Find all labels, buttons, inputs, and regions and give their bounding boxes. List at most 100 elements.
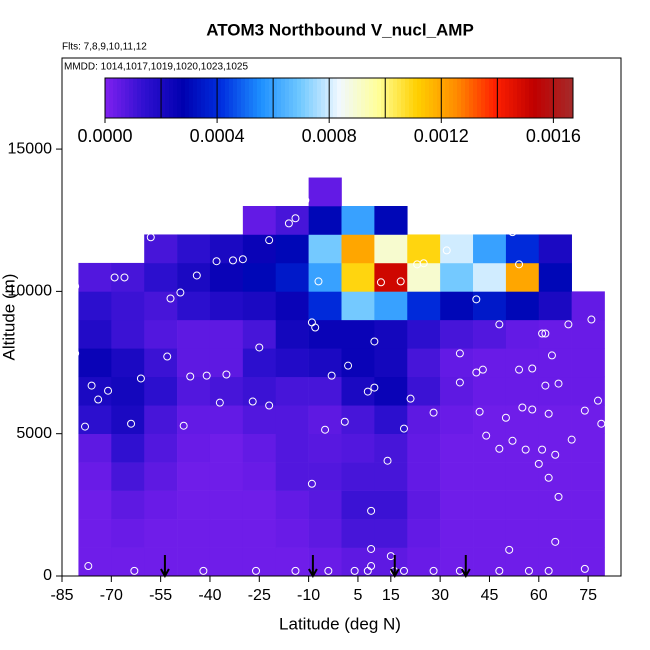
data-point bbox=[248, 397, 257, 406]
heat-cell bbox=[505, 376, 540, 406]
data-point bbox=[252, 566, 261, 575]
y-axis-label: Altitude (m) bbox=[0, 274, 18, 361]
colorbar-band bbox=[405, 78, 410, 118]
data-point bbox=[544, 409, 553, 418]
heat-cell bbox=[275, 291, 309, 321]
colorbar-band bbox=[205, 78, 210, 118]
colorbar-band bbox=[445, 78, 450, 118]
data-point bbox=[324, 566, 333, 575]
colorbar-band bbox=[173, 78, 178, 118]
data-point bbox=[475, 407, 484, 416]
colorbar-band bbox=[449, 78, 454, 118]
heat-cell bbox=[209, 519, 244, 548]
data-point bbox=[564, 320, 573, 329]
heat-cell bbox=[538, 547, 572, 577]
heat-cell bbox=[78, 462, 112, 491]
colorbar-band bbox=[141, 78, 146, 118]
data-point bbox=[508, 436, 517, 445]
heat-cell bbox=[242, 348, 277, 378]
x-tick-label: 75 bbox=[579, 587, 597, 604]
data-point bbox=[406, 394, 415, 403]
colorbar: 0.0000 0.0004 0.0008 0.0012 0.0016 bbox=[77, 77, 581, 146]
heat-cell bbox=[242, 519, 277, 548]
heat-cell bbox=[242, 462, 277, 491]
colorbar-band bbox=[501, 78, 506, 118]
heat-cell bbox=[505, 462, 540, 491]
heat-cell bbox=[144, 262, 178, 292]
colorbar-band bbox=[341, 78, 346, 118]
colorbar-band bbox=[177, 78, 182, 118]
heat-cell bbox=[407, 519, 441, 548]
heat-cell bbox=[571, 462, 605, 491]
colorbar-band bbox=[121, 78, 126, 118]
colorbar-band bbox=[565, 78, 570, 118]
colorbar-band bbox=[229, 78, 234, 118]
annotation: MMDD: 1014,1017,1019,1020,1023,1025 bbox=[64, 62, 248, 73]
colorbar-frame bbox=[104, 77, 574, 119]
heat-cell bbox=[111, 319, 145, 349]
data-point bbox=[455, 378, 464, 387]
data-point bbox=[482, 431, 491, 440]
heat-cell bbox=[144, 376, 178, 406]
heat-cell bbox=[407, 433, 441, 463]
heat-cell bbox=[144, 490, 178, 520]
data-point bbox=[419, 259, 428, 268]
heat-cell bbox=[440, 462, 474, 491]
colorbar-band bbox=[265, 78, 270, 118]
heat-cell bbox=[341, 462, 375, 491]
colorbar-band bbox=[381, 78, 386, 118]
heat-cell bbox=[473, 319, 507, 349]
heat-cell bbox=[242, 291, 277, 321]
data-point bbox=[544, 566, 553, 575]
colorbar-band bbox=[309, 78, 314, 118]
data-point bbox=[166, 294, 175, 303]
colorbar-band bbox=[545, 78, 550, 118]
colorbar-band bbox=[249, 78, 254, 118]
heat-cell bbox=[538, 376, 572, 406]
heat-cell bbox=[341, 490, 375, 520]
colorbar-band bbox=[513, 78, 518, 118]
heat-cell bbox=[111, 405, 145, 434]
heat-cell bbox=[505, 291, 540, 321]
data-point bbox=[350, 566, 359, 575]
heat-cell bbox=[111, 376, 145, 406]
heat-cell bbox=[374, 262, 408, 292]
colorbar-band bbox=[213, 78, 218, 118]
heat-cell bbox=[571, 433, 605, 463]
data-point bbox=[321, 425, 330, 434]
heat-cell bbox=[341, 519, 375, 548]
heat-cell bbox=[308, 291, 342, 321]
data-point bbox=[81, 422, 90, 431]
data-point bbox=[567, 435, 576, 444]
heat-cell bbox=[341, 206, 375, 235]
heat-cell bbox=[308, 433, 342, 463]
heat-cell bbox=[78, 490, 112, 520]
heat-cell bbox=[341, 234, 375, 264]
data-point bbox=[367, 506, 376, 515]
heat-cell bbox=[177, 291, 211, 321]
colorbar-band bbox=[241, 78, 246, 118]
data-point bbox=[515, 260, 524, 269]
data-point bbox=[541, 329, 550, 338]
colorbar-band bbox=[261, 78, 266, 118]
data-point bbox=[104, 386, 113, 395]
colorbar-band bbox=[125, 78, 130, 118]
y-tick-label: 5000 bbox=[16, 425, 52, 442]
data-point bbox=[593, 396, 602, 405]
x-tick-label: 60 bbox=[530, 587, 548, 604]
data-point bbox=[534, 459, 543, 468]
colorbar-band bbox=[225, 78, 230, 118]
colorbar-band bbox=[145, 78, 150, 118]
colorbar-band bbox=[457, 78, 462, 118]
colorbar-band bbox=[517, 78, 522, 118]
heat-cell bbox=[308, 234, 342, 264]
heat-cell bbox=[407, 262, 441, 292]
x-tick-label: -55 bbox=[149, 587, 172, 604]
data-point bbox=[501, 413, 510, 422]
heat-cell bbox=[538, 405, 572, 434]
data-point bbox=[521, 445, 530, 454]
heat-cell bbox=[374, 433, 408, 463]
heat-cell bbox=[440, 319, 474, 349]
heat-cell bbox=[341, 433, 375, 463]
heat-cell bbox=[341, 262, 375, 292]
